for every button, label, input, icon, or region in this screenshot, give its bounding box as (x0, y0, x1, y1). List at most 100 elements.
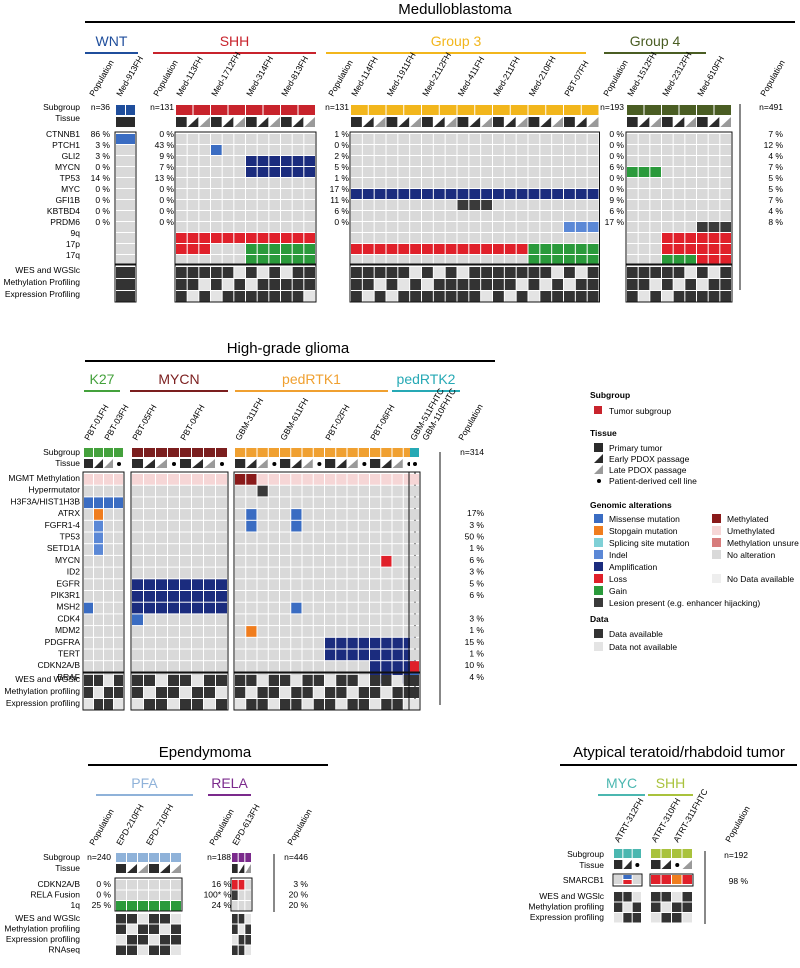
mb-sample-label: Med-113FH (174, 55, 205, 98)
mb-alteration-cell (398, 233, 410, 243)
hgg-subgroup-cell (180, 448, 191, 457)
mb-alteration-cell (351, 222, 362, 232)
hgg-alteration-cell (257, 532, 268, 544)
hgg-alteration-cell (168, 614, 179, 626)
mb-subgroup-cell (116, 105, 125, 115)
mb-alteration-cell (587, 156, 599, 166)
mb-subgroup-cell (581, 105, 599, 115)
hgg-alteration-cell (381, 649, 392, 661)
hgg-alteration-cell (94, 626, 103, 637)
mb-alteration-cell (176, 145, 187, 155)
mb-alteration-cell (708, 178, 720, 188)
hgg-alteration-cell (156, 649, 167, 661)
hgg-alteration-cell (381, 555, 392, 567)
epd-alteration-cell (116, 890, 126, 900)
epd-alteration-cell (232, 880, 238, 890)
tissue-pdox-triangle (708, 117, 720, 127)
mb-data-cell (351, 267, 362, 278)
epd-data-cell (232, 924, 238, 934)
mb-data-cell (257, 279, 269, 290)
hgg-data-cell (313, 687, 324, 698)
mb-alteration-cell (246, 134, 257, 144)
hgg-data-cell (280, 687, 291, 698)
hgg-data-cell (268, 699, 279, 710)
epd-data-cell (116, 935, 126, 945)
legend-subgroup-label: Tumor subgroup (609, 406, 671, 416)
epd-data-cell (232, 945, 238, 955)
mb-alteration-cell (351, 255, 362, 265)
mb-alteration-cell (234, 211, 245, 221)
mb-data-cell (445, 267, 457, 278)
hgg-row-label: MGMT Methylation (8, 473, 80, 483)
mb-alteration-cell (720, 134, 731, 144)
hgg-data-cell (114, 687, 123, 698)
epd-alteration-cell (149, 901, 159, 911)
epd-alteration-cell (127, 880, 137, 890)
hgg-alteration-cell (358, 474, 369, 485)
epd-row-label: Tissue (55, 863, 80, 873)
hgg-alteration-cell (358, 497, 369, 509)
mb-alteration-cell (493, 189, 504, 199)
mb-alteration-cell (199, 156, 210, 166)
epd-alteration-cell (245, 890, 251, 900)
mb-alteration-cell (199, 145, 210, 155)
atrt-data-cell (672, 902, 682, 912)
hgg-population-header: Population (456, 402, 485, 442)
hgg-alteration-cell (291, 567, 302, 579)
hgg-data-cell (313, 675, 324, 686)
mb-subgroup-cell (627, 105, 644, 115)
mb-alteration-cell (481, 189, 492, 199)
hgg-alteration-cell (257, 509, 268, 520)
hgg-row-label: MDM2 (55, 625, 80, 635)
hgg-alteration-cell (246, 532, 257, 544)
legend-genomic-label: Missense mutation (609, 514, 680, 524)
hgg-alteration-cell (132, 661, 143, 672)
mb-alteration-cell (257, 244, 269, 254)
hgg-alteration-cell (156, 626, 167, 637)
hgg-alteration-cell (381, 520, 392, 532)
hgg-alteration-cell (104, 544, 113, 555)
hgg-alteration-cell (370, 626, 381, 637)
mb-alteration-cell (410, 145, 421, 155)
mb-alteration-cell (493, 145, 504, 155)
mb-sample-label: PBT-07FH (562, 59, 591, 98)
hgg-subgroup-cell (235, 448, 246, 457)
mb-alteration-cell (187, 156, 199, 166)
hgg-alteration-cell (336, 579, 347, 590)
hgg-alteration-cell (392, 532, 403, 544)
mb-alteration-cell (351, 167, 362, 177)
hgg-alteration-cell (336, 614, 347, 626)
mb-data-cell (481, 279, 492, 290)
hgg-alteration-cell (114, 555, 123, 567)
mb-alteration-cell (708, 233, 720, 243)
hgg-alteration-cell (313, 626, 324, 637)
epd-subgroup-cell (245, 853, 251, 862)
hgg-alteration-cell (325, 520, 336, 532)
mb-alteration-cell (552, 156, 563, 166)
mb-alteration-cell (433, 145, 445, 155)
tissue-primary-cell (386, 117, 398, 127)
legend-genomic-swatch (594, 574, 603, 583)
hgg-alteration-cell (302, 579, 313, 590)
mb-alteration-cell (234, 233, 245, 243)
hgg-subgroup-cell (410, 448, 419, 457)
mb-alteration-cell (374, 134, 386, 144)
hgg-alteration-cell (370, 614, 381, 626)
tissue-pdox-triangle (347, 459, 358, 468)
hgg-alteration-cell (104, 661, 113, 672)
epd-alteration-cell (149, 880, 159, 890)
hgg-alteration-cell (104, 649, 113, 661)
mb-alteration-cell (697, 211, 708, 221)
mb-data-cell (176, 291, 187, 302)
mb-alteration-cell (116, 189, 135, 199)
hgg-subgroup-cell (246, 448, 257, 457)
epd-data-cell (138, 914, 148, 924)
hgg-data-cell (268, 687, 279, 698)
hgg-alteration-cell (114, 509, 123, 520)
mb-alteration-cell (374, 178, 386, 188)
hgg-alteration-cell (132, 544, 143, 555)
epd-data-cell (245, 935, 251, 945)
legend-genomic-swatch (594, 586, 603, 595)
mb-alteration-cell (516, 167, 528, 177)
mb-alteration-cell (720, 255, 731, 265)
